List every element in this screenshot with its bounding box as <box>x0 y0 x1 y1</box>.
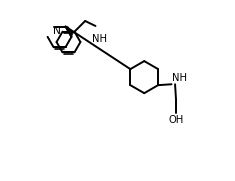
Text: N: N <box>52 26 60 36</box>
Text: OH: OH <box>168 115 184 125</box>
Text: NH: NH <box>92 34 107 44</box>
Text: NH: NH <box>172 73 187 83</box>
